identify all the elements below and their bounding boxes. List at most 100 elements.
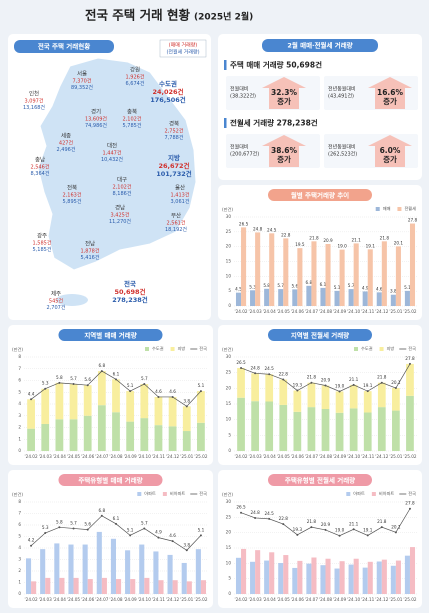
data-label: 5.7 — [348, 283, 355, 288]
map-shape — [37, 57, 197, 271]
data-label: 24.8 — [250, 510, 260, 515]
line-point — [30, 398, 33, 401]
x-tick-label: '25.01 — [180, 454, 193, 459]
data-label: 20.1 — [394, 240, 404, 245]
summary-heading: 주택 매매 거래량 50,698건 — [230, 60, 322, 70]
region-sale: 13,609건 — [85, 116, 107, 123]
item-base: (43,491건) — [328, 93, 354, 100]
bar — [96, 531, 102, 594]
bar — [377, 382, 386, 408]
y-tick-label: 25 — [226, 514, 232, 519]
x-tick-label: '24.05 — [277, 309, 290, 314]
data-label: 19.3 — [293, 383, 303, 388]
bar — [353, 558, 359, 594]
x-tick-label: '24.10 — [347, 454, 360, 459]
x-tick-label: '24.04 — [53, 454, 66, 459]
bar — [307, 382, 316, 408]
x-tick-label: '24.04 — [263, 309, 276, 314]
bar — [377, 407, 386, 451]
unit-label: (만건) — [222, 491, 233, 497]
bar — [279, 404, 288, 451]
y-tick-label: 1 — [18, 580, 21, 585]
region-rent: 278,238건 — [112, 295, 148, 304]
legend-label: 전월세 — [404, 205, 416, 212]
x-tick-label: '24.02 — [234, 309, 247, 314]
data-label: 22.8 — [281, 232, 291, 237]
data-label: 21.8 — [307, 519, 317, 524]
chart-header — [268, 474, 372, 486]
bar — [82, 544, 88, 594]
map-title: 전국 주택 거래현황 — [38, 42, 90, 51]
y-tick-label: 10 — [226, 273, 232, 278]
data-label: 5.1 — [334, 285, 341, 290]
x-tick-label: '24.04 — [53, 597, 66, 602]
region-rent: 89,352건 — [71, 84, 93, 91]
bar — [255, 232, 261, 306]
region-rent: 74,986건 — [85, 122, 107, 129]
unit-label: (만건) — [222, 206, 233, 212]
bar — [292, 567, 298, 594]
x-tick-label: '24.05 — [67, 454, 80, 459]
data-label: 4.4 — [28, 391, 35, 396]
legend-swatch — [145, 347, 149, 351]
x-tick-label: '24.08 — [109, 597, 122, 602]
bar — [41, 388, 50, 424]
line-point — [58, 381, 61, 384]
legend-label: 비아파트 — [170, 490, 186, 497]
y-tick-label: 0 — [228, 591, 231, 596]
x-tick-label: '24.03 — [249, 454, 262, 459]
region-rent: 10,432건 — [101, 156, 123, 163]
legend-label: 지방 — [387, 345, 395, 352]
y-tick-label: 10 — [226, 560, 232, 565]
bar — [367, 561, 373, 594]
legend-label: 전국 — [408, 490, 416, 497]
y-tick-label: 20 — [226, 385, 232, 390]
data-label: 24.5 — [265, 511, 275, 516]
item-change: 증가 — [277, 96, 291, 106]
data-label: 22.8 — [279, 372, 289, 377]
item-label: 전년동월대비 — [328, 86, 356, 93]
y-tick-label: 5 — [228, 288, 231, 293]
region-sale: 7,370건 — [73, 78, 92, 85]
bar — [83, 415, 92, 451]
y-tick-label: 3 — [18, 557, 21, 562]
legend-label: 전국 — [408, 345, 416, 352]
bar — [311, 241, 317, 306]
x-tick-label: '24.10 — [138, 454, 151, 459]
region-name: 대전 — [107, 142, 117, 150]
region-name: 충북 — [127, 108, 137, 116]
x-tick-label: '24.02 — [234, 454, 247, 459]
data-label: 4.9 — [155, 530, 162, 535]
bar — [182, 431, 191, 451]
y-tick-label: 3 — [18, 413, 21, 418]
line-point — [310, 381, 313, 384]
data-label: 3.8 — [183, 398, 190, 403]
region-sale: 24,026건 — [152, 87, 183, 96]
line-point — [296, 533, 299, 536]
data-label: 5.6 — [291, 283, 298, 288]
bar — [112, 412, 120, 451]
data-label: 19.0 — [335, 383, 345, 388]
jeju-shape — [56, 294, 88, 306]
bar — [235, 557, 242, 594]
legend-swatch — [137, 492, 142, 496]
y-tick-label: 5 — [228, 432, 231, 437]
bar — [293, 390, 302, 412]
data-label: 27.8 — [405, 356, 415, 361]
page-title: 전국 주택 거래 현황 — [85, 8, 191, 23]
bar — [41, 423, 50, 451]
bar — [265, 374, 274, 402]
bar — [321, 385, 330, 410]
region-rent: 8,364건 — [31, 170, 50, 177]
data-label: 5.8 — [263, 283, 270, 288]
data-label: 20.9 — [321, 378, 331, 383]
data-label: 6.1 — [113, 516, 120, 521]
data-label: 6.1 — [320, 282, 327, 287]
data-label: 21.8 — [377, 375, 387, 380]
x-tick-label: '24.06 — [291, 597, 304, 602]
data-label: 3.8 — [390, 289, 397, 294]
data-label: 5.1 — [404, 285, 411, 290]
bar — [87, 579, 93, 594]
line-point — [268, 517, 271, 520]
